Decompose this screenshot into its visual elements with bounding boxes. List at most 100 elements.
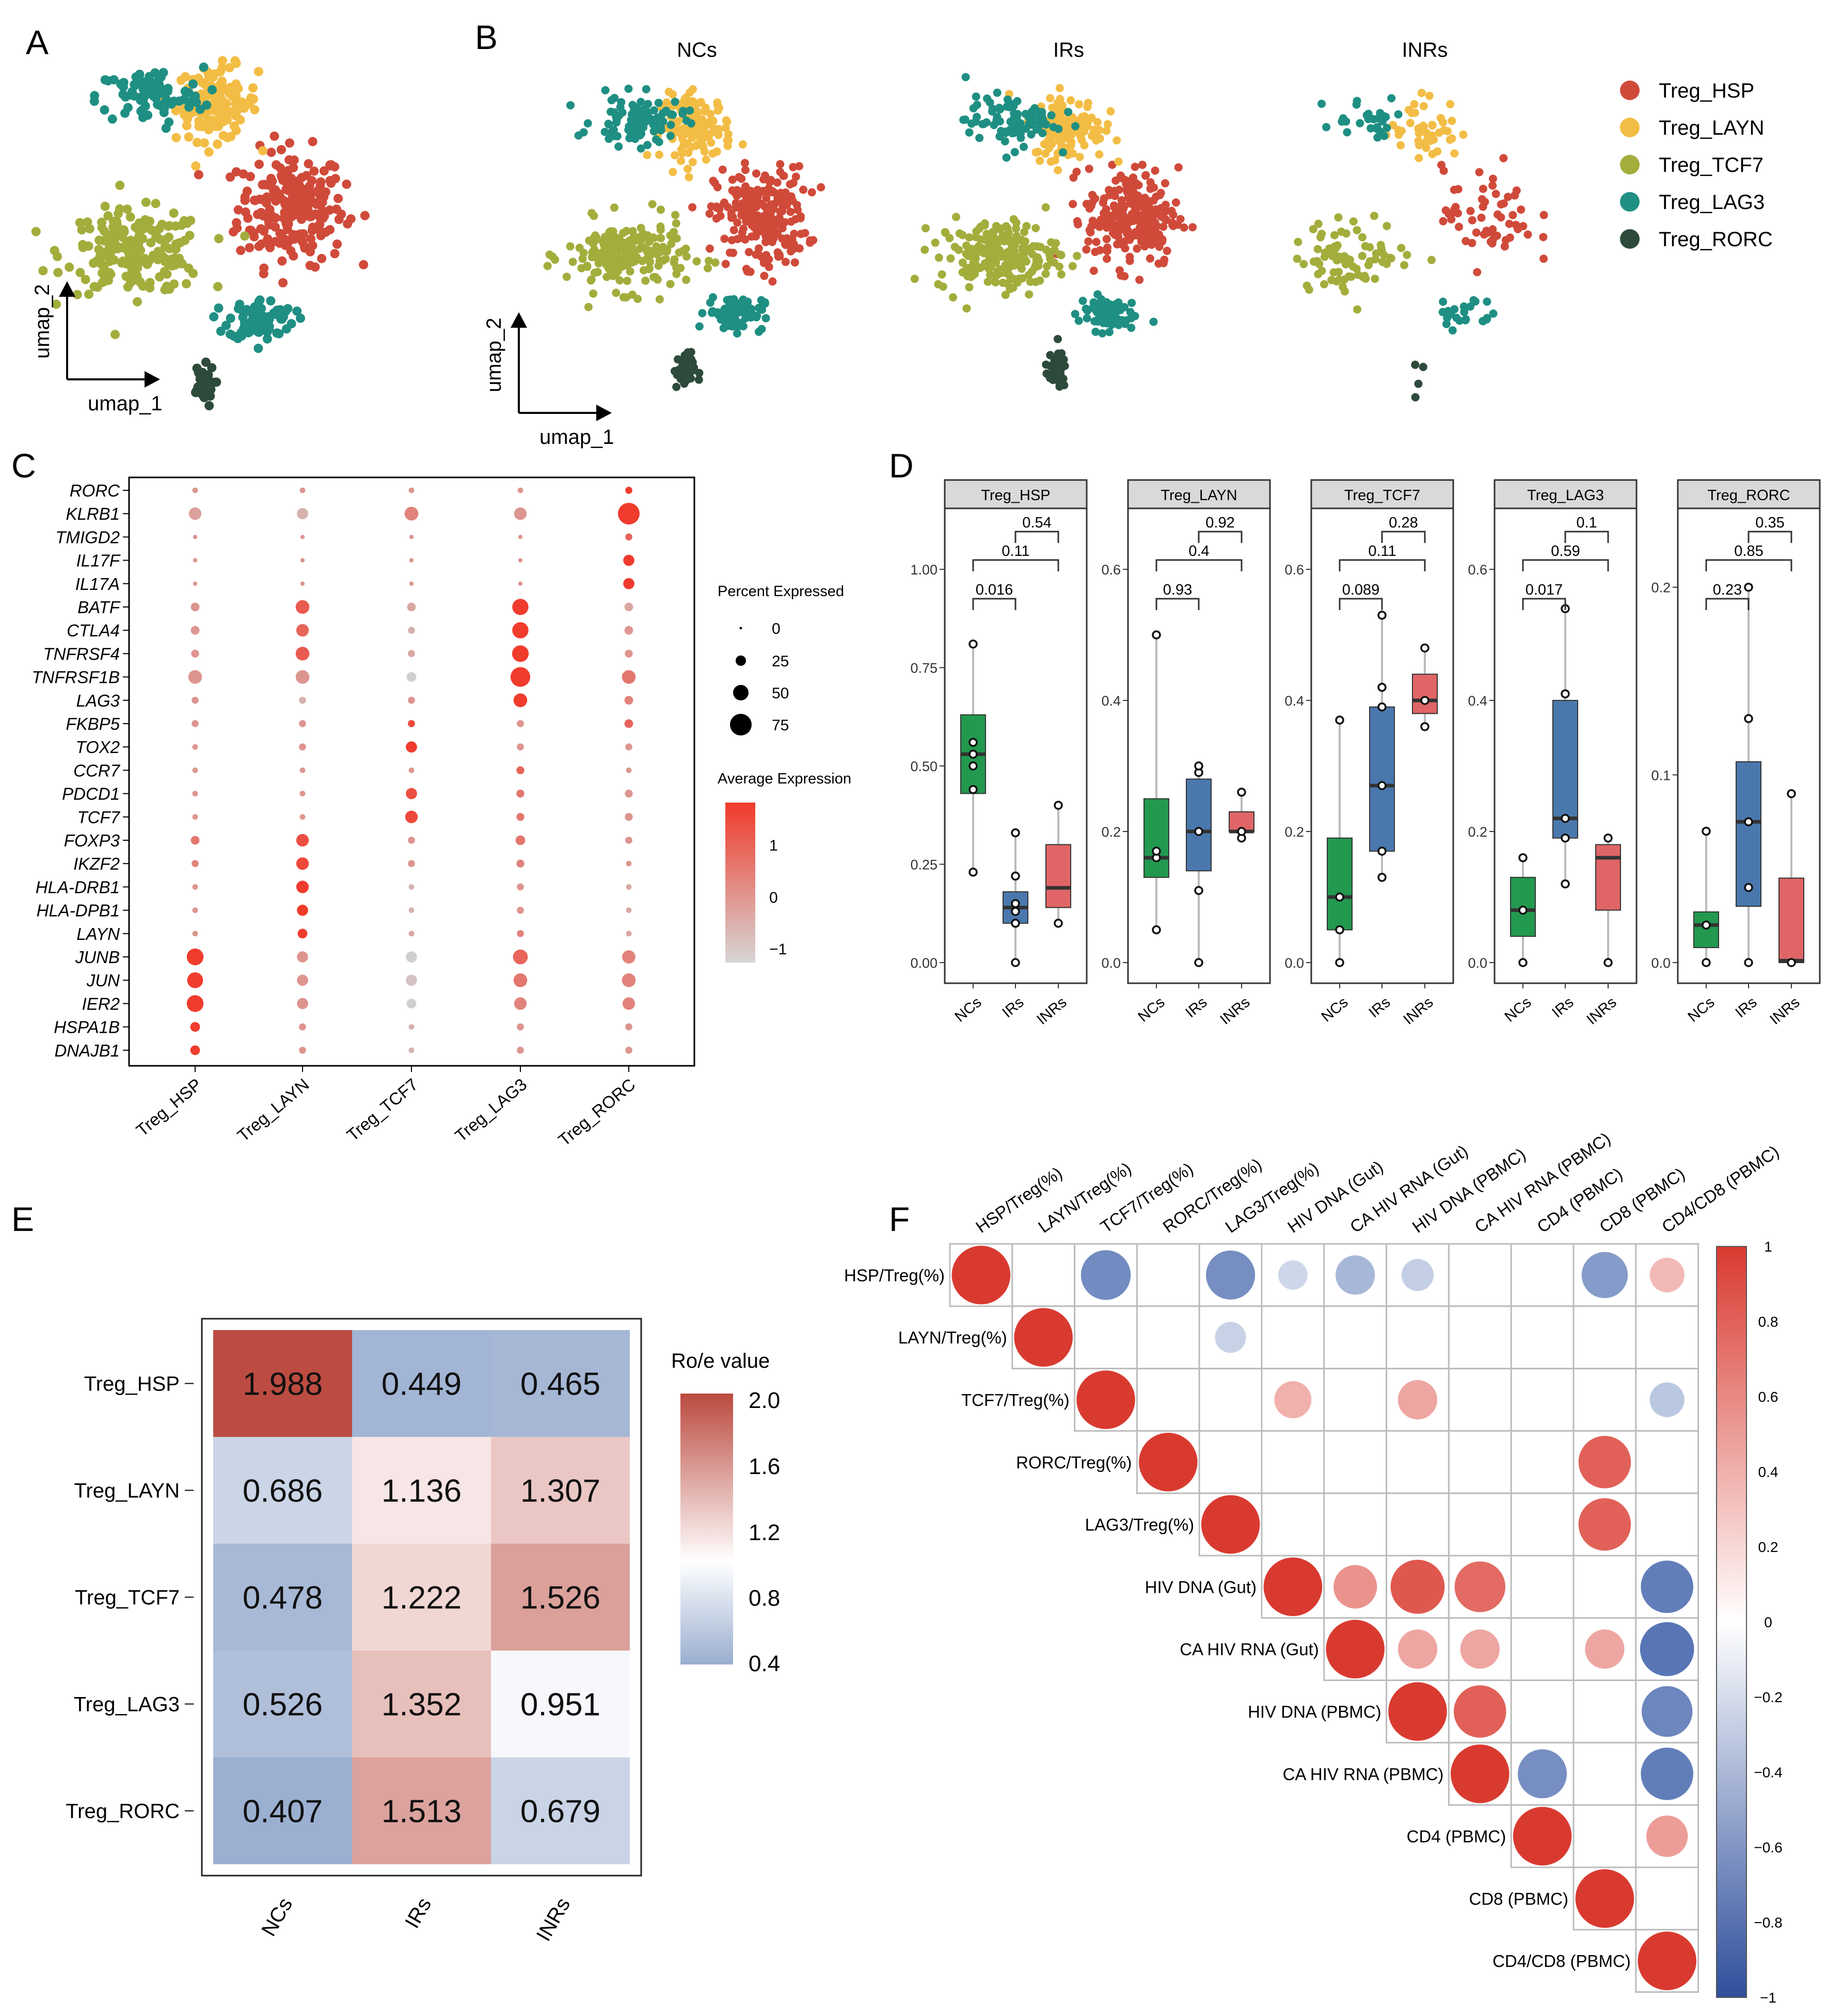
umap-point [1379,111,1388,120]
umap-point [752,224,761,233]
umap-point [319,192,329,202]
umap-point [1427,255,1436,264]
umap-point [931,238,940,247]
significance-bracket [1155,598,1200,610]
legend-label: Treg_HSP [1659,79,1754,102]
umap-point [666,280,675,289]
umap-point [1294,237,1302,246]
umap-point [1383,221,1391,230]
umap-point [199,138,209,148]
expr-dot [512,645,529,662]
panel-b-umap-facets: NCs IRs INRs umap_1 umap_2 Treg_HSP Treg_LAYN T… [483,39,1773,449]
umap-point [1162,206,1170,215]
grid-cell [1635,1492,1699,1557]
size-legend-title: Percent Expressed [718,583,844,600]
umap-point [154,79,164,89]
significance-bracket [1339,598,1383,610]
umap-point [709,177,718,185]
umap-point [762,219,771,228]
expr-dot [625,837,632,844]
umap-point [188,268,198,278]
correlation-circle [1575,1869,1634,1928]
umap-point [1108,161,1117,169]
umap-point [1137,221,1146,230]
umap-point [978,120,987,129]
umap-point [980,249,989,258]
umap-point [983,277,992,286]
umap-point [1048,103,1057,112]
umap-point [112,217,122,227]
umap-point [677,156,686,165]
umap-point [610,203,618,212]
correlation-circle [1139,1433,1198,1492]
row-label: HIV DNA (PBMC) [1248,1702,1381,1721]
umap-point [214,303,224,313]
umap-point [1339,282,1347,291]
umap-point [693,114,702,123]
umap-point [238,306,248,316]
umap-point [626,256,635,265]
umap-point [1348,262,1357,271]
correlation-circle [1397,1629,1438,1669]
umap-point [97,222,107,232]
umap-point [742,264,751,273]
umap-point [698,309,707,317]
umap-point [995,132,1004,141]
umap-point [709,117,718,126]
umap-point [1326,248,1334,257]
cell-value: 1.136 [382,1474,462,1509]
umap-point [1371,255,1380,264]
facet-title: Treg_HSP [981,487,1050,504]
umap-point [81,275,90,284]
heatmap-cell [491,1437,630,1544]
umap-point [760,271,769,280]
box [1327,837,1353,931]
umap-point [1142,227,1151,235]
grid-cell [1011,1243,1076,1307]
grid-cell [1261,1305,1325,1370]
umap-point [587,209,596,217]
umap-point [1075,153,1084,162]
facet-title: NCs [677,39,717,61]
umap-point [1103,216,1112,225]
umap-point [125,212,135,222]
umap-point [945,234,954,243]
umap-point [1508,211,1517,219]
gene-label: KLRB1 [66,504,120,523]
grid-cell [1198,1368,1263,1432]
umap-point [636,233,644,242]
data-point [1744,817,1753,827]
grid-cell [1261,1368,1325,1432]
umap-point [698,141,707,150]
umap-point [614,266,623,275]
umap-point [786,247,795,255]
umap-point [678,361,687,370]
significance-bracket [1198,531,1243,543]
data-point [1377,682,1387,692]
umap-point [737,233,746,242]
row-label: RORC/Treg(%) [1016,1453,1132,1472]
umap-point [717,315,725,324]
umap-point [1092,308,1101,316]
umap-point [1450,149,1459,158]
umap-point [1055,84,1064,92]
umap-point [1171,198,1180,207]
umap-point [216,326,226,336]
umap-point [961,115,970,124]
umap-point [1058,148,1067,157]
umap-point [663,245,672,254]
umap-point [266,181,276,191]
umap-x-arrow [145,371,160,388]
umap-point [733,329,741,338]
umap-point [1103,120,1112,129]
umap-point [1425,91,1434,100]
box [1186,778,1212,872]
umap-point [793,205,802,214]
umap-point [716,212,725,220]
umap-point [1400,261,1409,269]
umap-point [204,147,214,157]
umap-point [310,262,320,272]
umap-point [332,239,342,249]
box [1143,798,1169,878]
umap-point [282,178,292,188]
